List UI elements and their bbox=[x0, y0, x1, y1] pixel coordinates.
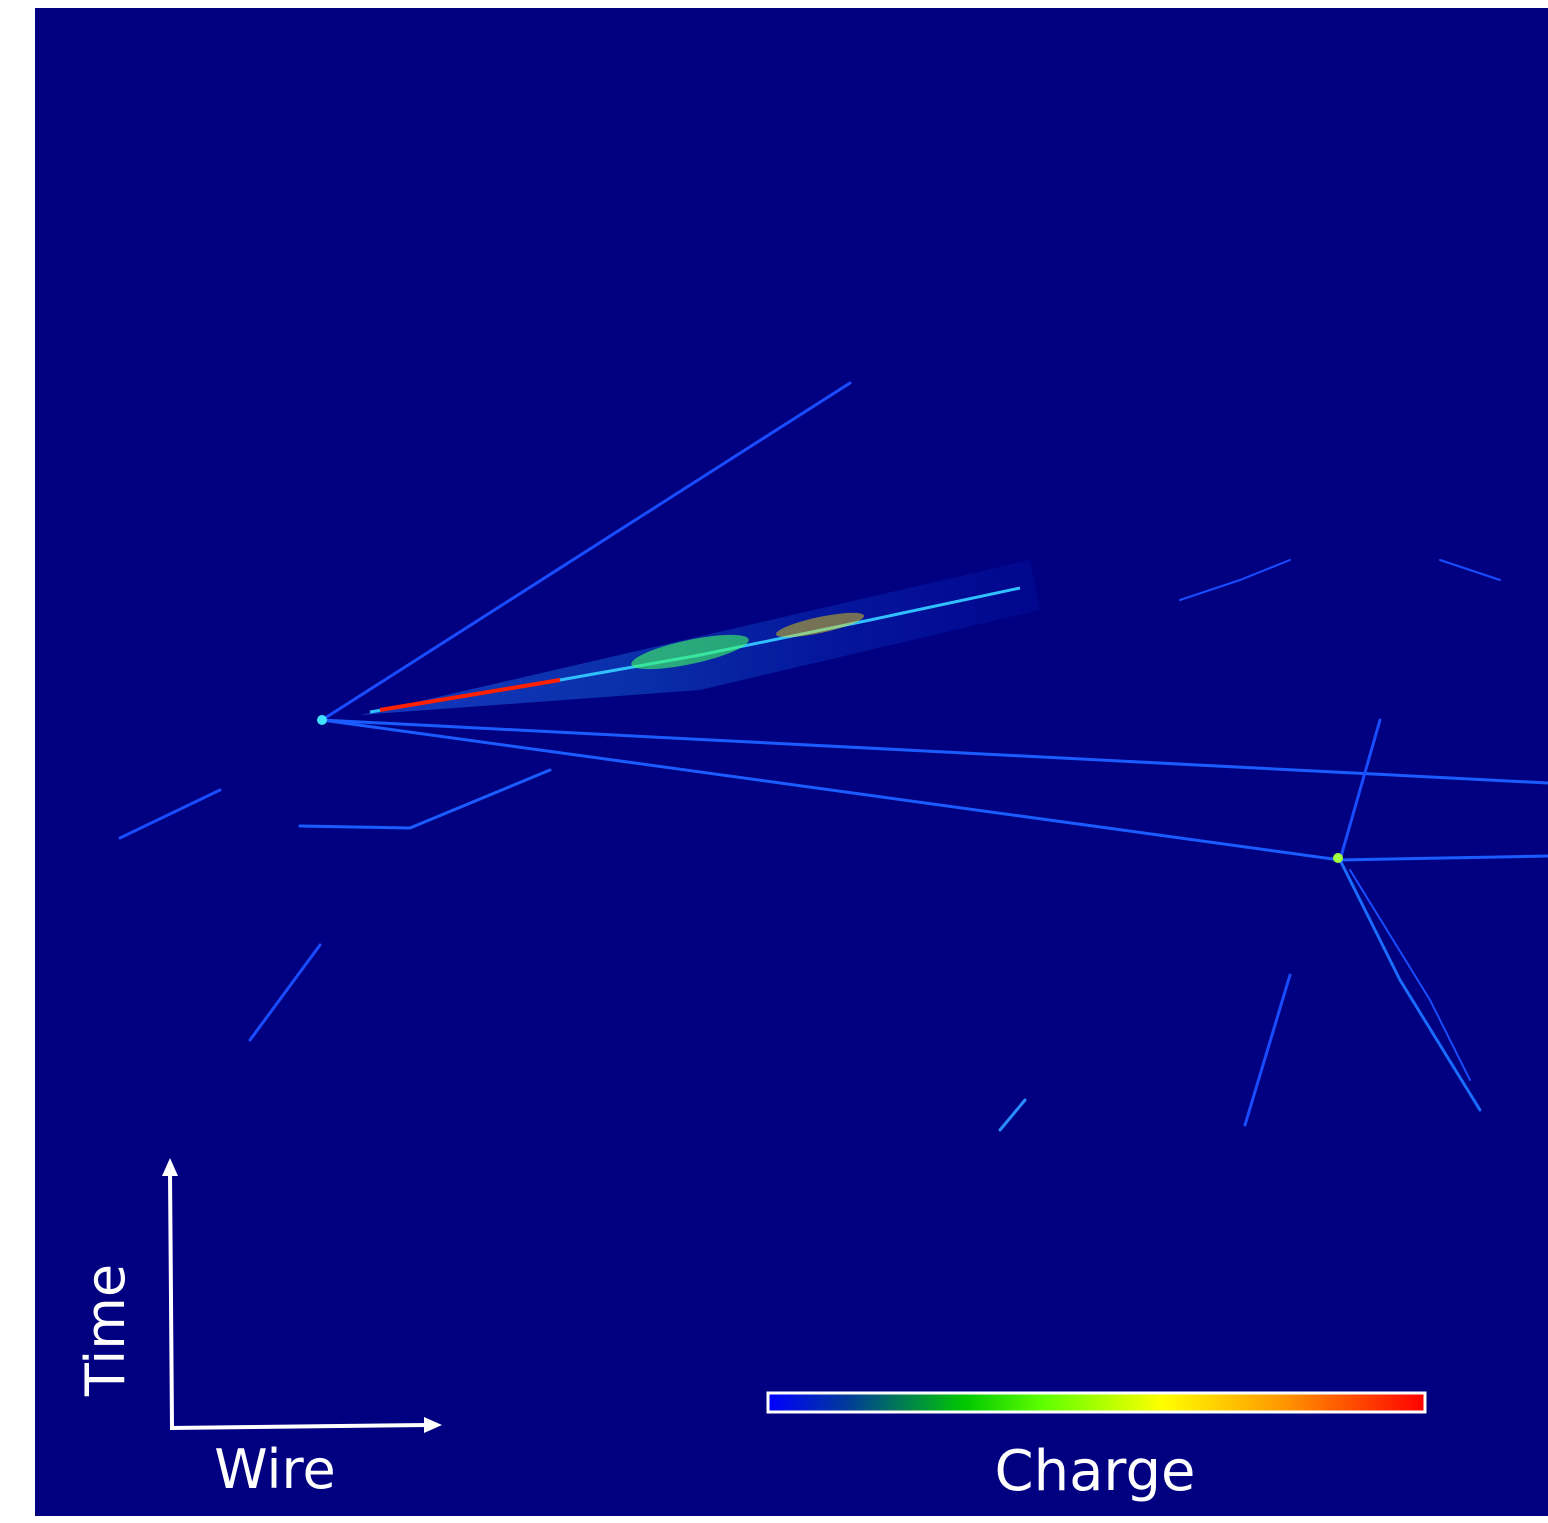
track bbox=[1439, 559, 1501, 581]
colorbar-label: Charge bbox=[995, 1439, 1196, 1504]
shower-blob bbox=[631, 634, 749, 670]
detector-background bbox=[35, 8, 1548, 1516]
wire-arrow bbox=[169, 1423, 429, 1430]
shower-blob bbox=[775, 612, 865, 638]
track bbox=[1179, 559, 1291, 601]
track bbox=[118, 788, 222, 840]
track bbox=[1338, 858, 1482, 1112]
arrow-head bbox=[424, 1417, 442, 1433]
track bbox=[1349, 869, 1471, 1081]
shower bbox=[360, 560, 1040, 715]
track bbox=[998, 1098, 1027, 1132]
axis-arrows bbox=[162, 1158, 442, 1433]
track bbox=[248, 943, 322, 1042]
wire-label: Wire bbox=[214, 1438, 335, 1501]
track bbox=[1338, 718, 1382, 862]
vertex bbox=[1333, 853, 1343, 863]
vertex bbox=[317, 715, 327, 725]
arrow-head bbox=[162, 1158, 178, 1176]
shower-core-high bbox=[379, 678, 561, 712]
track bbox=[320, 718, 1548, 785]
time-label: Time bbox=[74, 1264, 137, 1397]
track bbox=[320, 381, 852, 722]
track bbox=[298, 768, 552, 830]
colorbar bbox=[766, 1391, 1427, 1414]
track bbox=[1243, 973, 1292, 1127]
time-arrow bbox=[168, 1171, 174, 1429]
